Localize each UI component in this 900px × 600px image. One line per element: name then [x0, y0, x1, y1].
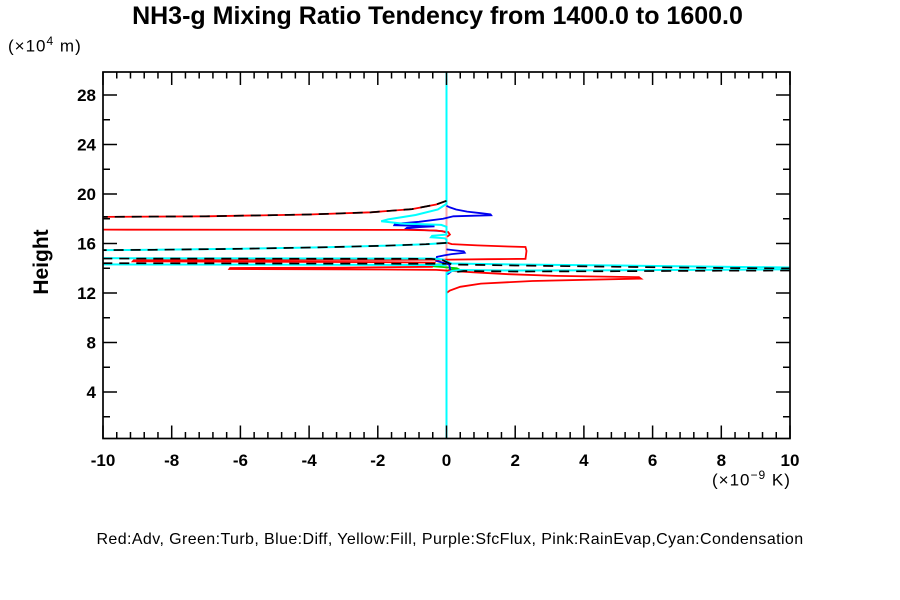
series-Diff — [392, 204, 493, 234]
y-tick-label: 20 — [77, 185, 96, 204]
x-tick-label: -2 — [370, 451, 385, 470]
x-unit-suffix: K) — [766, 470, 791, 490]
series-black_dashed_net — [103, 242, 447, 251]
y-unit-suffix: m) — [54, 36, 82, 56]
x-tick-label: -10 — [91, 451, 116, 470]
x-tick-label: 8 — [717, 451, 726, 470]
series-black_dashed_net — [103, 257, 790, 270]
y-tick-label: 16 — [77, 235, 96, 254]
series-Condensation — [103, 72, 448, 252]
x-unit-prefix: (×10 — [712, 470, 751, 490]
y-tick-label: 28 — [77, 86, 96, 105]
series-Adv — [103, 199, 447, 218]
y-axis-unit-label: (×104 m) — [8, 34, 82, 57]
axis-ticks — [102, 72, 791, 439]
x-tick-label: 4 — [579, 451, 589, 470]
series-Adv — [130, 241, 644, 294]
series-Adv — [103, 228, 452, 238]
series-black_dashed_net — [103, 262, 447, 265]
x-tick-label: 0 — [442, 451, 451, 470]
x-axis-unit-label: (×10−9 K) — [712, 468, 791, 491]
y-tick-label: 8 — [87, 334, 96, 353]
series-Condensation — [103, 263, 447, 266]
x-tick-label: -8 — [164, 451, 179, 470]
series-black_dashed_net — [103, 200, 447, 218]
x-tick-label: 6 — [648, 451, 657, 470]
series-Condensation — [445, 268, 790, 439]
x-unit-exponent: −9 — [750, 468, 767, 482]
x-tick-label: -6 — [233, 451, 248, 470]
series-black_dashed_net — [453, 269, 790, 275]
y-unit-prefix: (×10 — [8, 36, 47, 56]
series-legend-text: Red:Adv, Green:Turb, Blue:Diff, Yellow:F… — [96, 531, 804, 548]
series-lines — [103, 72, 790, 439]
y-unit-exponent: 4 — [46, 34, 55, 48]
y-tick-label: 12 — [77, 284, 96, 303]
y-tick-label: 4 — [87, 383, 97, 402]
x-tick-label: 10 — [781, 451, 800, 470]
page-title: NH3-g Mixing Ratio Tendency from 1400.0 … — [132, 2, 743, 30]
y-tick-label: 24 — [77, 136, 96, 155]
x-tick-label: -4 — [302, 451, 318, 470]
series-Diff — [435, 248, 467, 276]
x-tick-label: 2 — [510, 451, 519, 470]
